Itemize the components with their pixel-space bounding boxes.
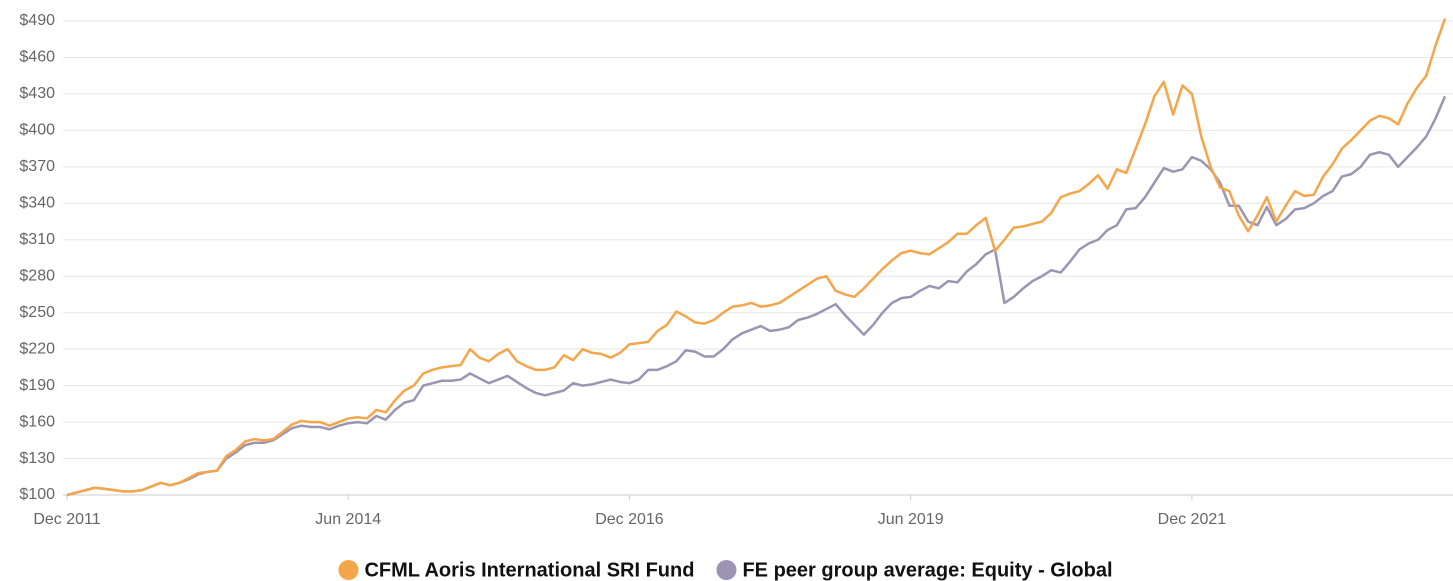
x-tick-label: Jun 2014 — [315, 511, 381, 528]
legend-marker — [338, 560, 359, 580]
y-tick-label: $340 — [19, 195, 55, 212]
y-tick-label: $100 — [19, 486, 55, 503]
y-tick-label: $220 — [19, 340, 55, 357]
legend-marker — [716, 560, 737, 580]
y-tick-label: $430 — [19, 85, 55, 102]
series-line — [66, 18, 1447, 497]
x-tick-label: Dec 2016 — [595, 511, 664, 528]
legend-label: CFML Aoris International SRI Fund — [364, 559, 694, 581]
y-tick-label: $280 — [19, 267, 55, 284]
y-tick-label: $490 — [19, 12, 55, 29]
y-tick-label: $130 — [19, 450, 55, 467]
y-tick-label: $400 — [19, 122, 55, 139]
legend-label: FE peer group average: Equity - Global — [742, 559, 1112, 581]
x-tick-label: Dec 2011 — [33, 511, 100, 528]
y-tick-label: $250 — [19, 304, 55, 321]
y-tick-label: $310 — [19, 231, 55, 248]
series-line — [66, 95, 1447, 497]
y-tick-label: $190 — [19, 377, 55, 394]
x-tick-label: Jun 2019 — [878, 511, 944, 528]
y-tick-label: $370 — [19, 158, 55, 175]
y-tick-label: $460 — [19, 49, 55, 66]
y-tick-label: $160 — [19, 413, 55, 430]
x-tick-label: Dec 2021 — [1158, 511, 1227, 528]
